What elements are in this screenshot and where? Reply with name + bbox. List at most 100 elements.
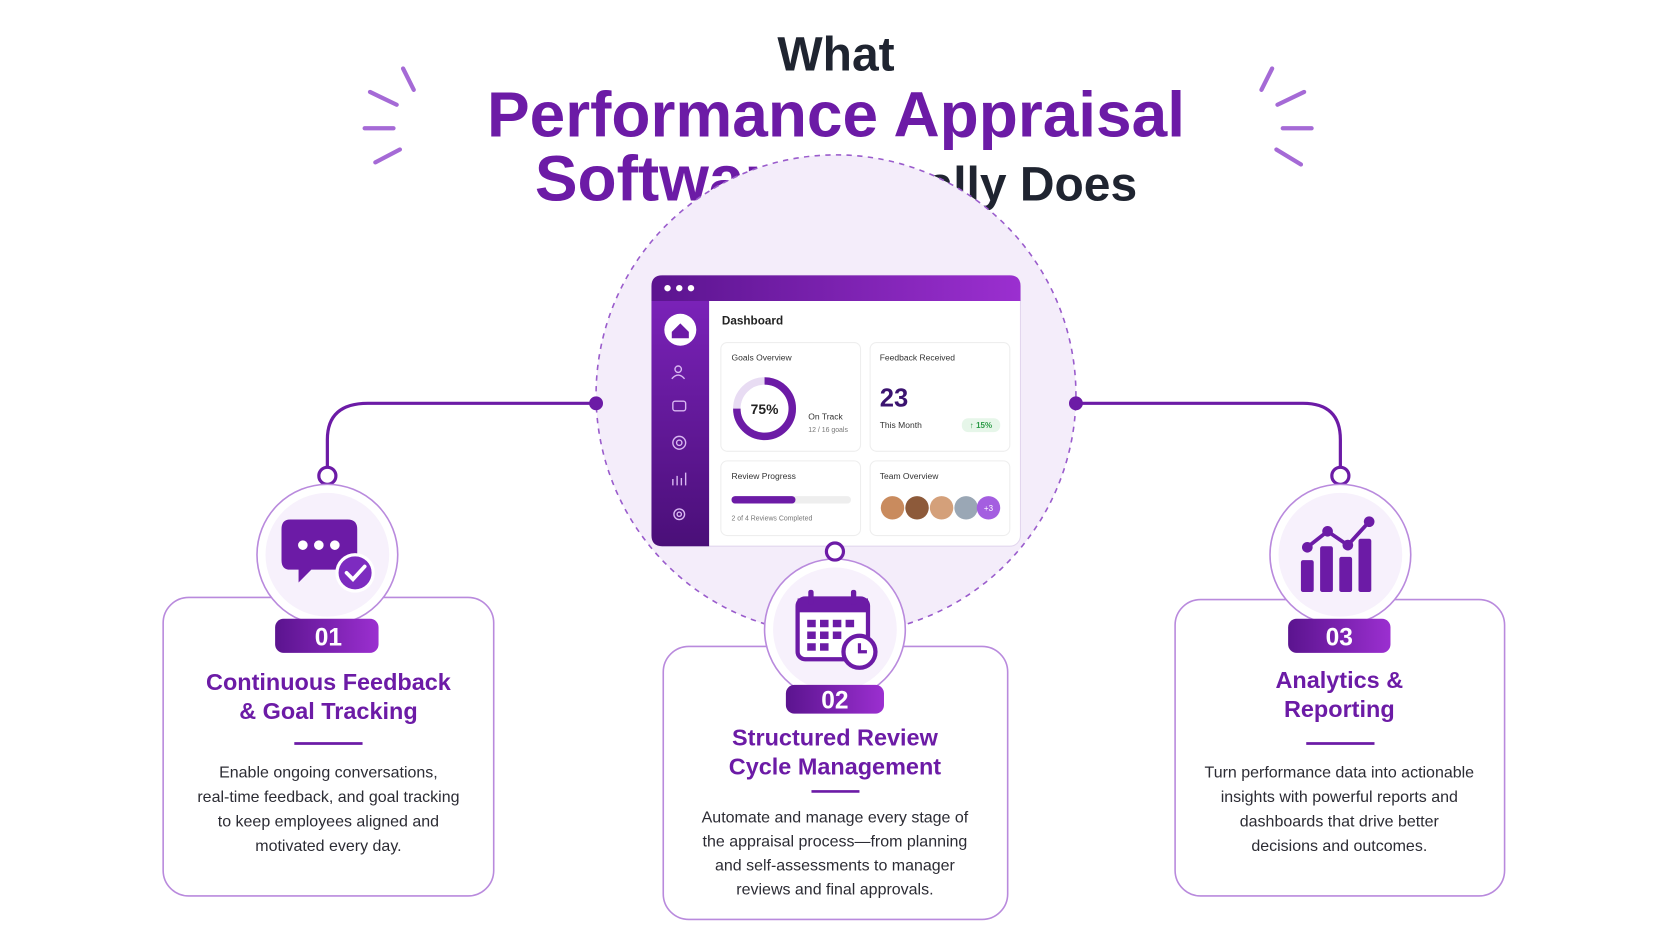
feature-description: reviews and final approvals. bbox=[736, 881, 933, 898]
feature-texts: 01 Continuous Feedback & Goal Tracking Enab… bbox=[197, 624, 1474, 898]
analytics-icon-part bbox=[1320, 546, 1333, 593]
number-badge-part bbox=[1288, 618, 1391, 653]
calendar-icon-part bbox=[820, 643, 829, 651]
analytics-icon-part bbox=[1342, 539, 1354, 551]
review-detail: 2 of 4 Reviews Completed bbox=[732, 516, 813, 523]
analytics-icon-part bbox=[1339, 556, 1353, 593]
dashboard-window-part bbox=[664, 284, 671, 292]
chat-icon-part bbox=[298, 540, 308, 550]
feature-description: real-time feedback, and goal tracking bbox=[197, 789, 459, 806]
icon-circle-part bbox=[1278, 492, 1403, 617]
feature-title: Continuous Feedback bbox=[206, 669, 452, 695]
connector-part bbox=[1075, 401, 1342, 468]
calendar-icon-part bbox=[807, 631, 816, 639]
calendar-icon-part bbox=[807, 619, 816, 628]
calendar-icon-part bbox=[850, 589, 857, 605]
card-title: Team Overview bbox=[880, 471, 940, 481]
calendar-icon-part bbox=[857, 643, 867, 654]
feature-description: Turn performance data into actionable bbox=[1205, 765, 1475, 782]
dashboard-window-part bbox=[954, 496, 978, 520]
connector bbox=[824, 541, 846, 562]
card-title: Feedback Received bbox=[880, 353, 956, 363]
feature-title: Reporting bbox=[1284, 696, 1395, 722]
analytics-icon-part bbox=[1300, 560, 1314, 593]
analytics-icon-part bbox=[1301, 541, 1313, 553]
feedback-change: ↑ 15% bbox=[970, 421, 992, 430]
dashboard-window-part bbox=[905, 496, 929, 520]
feature-card bbox=[162, 596, 1506, 921]
dashboard-window-part bbox=[731, 496, 796, 504]
feature-title: Analytics & bbox=[1275, 667, 1403, 693]
chat-icon-part bbox=[314, 540, 324, 550]
dashboard-window-part bbox=[651, 300, 710, 547]
number-badge-part bbox=[275, 618, 379, 653]
calendar-icon-part bbox=[807, 619, 855, 651]
calendar-icon-part bbox=[845, 619, 855, 628]
dashboard-window-part bbox=[673, 508, 686, 521]
title-rays-part bbox=[367, 89, 399, 107]
feature-number: 02 bbox=[821, 687, 848, 714]
dashboard-window-part bbox=[671, 374, 686, 380]
dashboard-window-part bbox=[929, 496, 954, 520]
connector-part bbox=[317, 465, 338, 486]
calendar-icon-part bbox=[808, 589, 814, 605]
feature-title: Structured Review bbox=[732, 725, 939, 751]
feature-description: Enable ongoing conversations, bbox=[219, 765, 438, 782]
dashboard-window-part bbox=[676, 284, 683, 292]
dashboard-window-part bbox=[672, 400, 687, 412]
feature-description: and self-assessments to manager bbox=[715, 857, 956, 874]
dashboard-window-part bbox=[675, 439, 683, 447]
calendar-icon-part bbox=[797, 598, 868, 613]
goal-detail: 12 / 16 goals bbox=[808, 427, 848, 434]
goal-status: On Track bbox=[808, 411, 843, 421]
feature-title: Cycle Management bbox=[729, 753, 942, 779]
number-badge bbox=[275, 618, 1391, 714]
dashboard-window-part bbox=[687, 284, 695, 292]
title-rays-part bbox=[1259, 66, 1275, 92]
calendar-icon-part bbox=[832, 631, 842, 639]
feedback-count: 23 bbox=[880, 385, 908, 413]
analytics-icon bbox=[1300, 516, 1375, 593]
feature-description: insights with powerful reports and bbox=[1221, 789, 1458, 806]
analytics-icon-part bbox=[1358, 538, 1372, 593]
card-title: Goals Overview bbox=[732, 353, 793, 363]
dashboard-window-part bbox=[976, 496, 1001, 520]
calendar-icon bbox=[795, 589, 878, 670]
title-rays-part bbox=[1275, 89, 1307, 107]
dashboard-window-part bbox=[651, 275, 1021, 301]
connector-part bbox=[824, 541, 846, 562]
feedback-period: This Month bbox=[880, 420, 922, 430]
connector-part bbox=[589, 396, 604, 411]
dashboard-window-part bbox=[961, 418, 1001, 433]
title-rays-part bbox=[1274, 147, 1304, 167]
feature-description: Automate and manage every stage of bbox=[702, 809, 969, 826]
dashboard-window-part bbox=[880, 496, 905, 520]
dashboard-window-part bbox=[672, 472, 687, 486]
chat-icon-part bbox=[344, 564, 367, 582]
feature-title: & Goal Tracking bbox=[239, 698, 417, 724]
feature-description: motivated every day. bbox=[255, 838, 401, 855]
feature-description: decisions and outcomes. bbox=[1251, 838, 1427, 855]
feature-description: dashboards that drive better bbox=[1240, 814, 1440, 831]
chat-icon-part bbox=[335, 553, 375, 593]
dashboard-window-part bbox=[674, 365, 683, 374]
dashboard-window-part bbox=[672, 435, 687, 450]
number-badge-part bbox=[785, 684, 884, 714]
chat-icon bbox=[281, 519, 375, 593]
connector-part bbox=[325, 401, 597, 468]
analytics-icon-part bbox=[1322, 525, 1333, 537]
title-highlight: Performance Appraisal bbox=[487, 79, 1185, 151]
card-title: Review Progress bbox=[732, 471, 796, 481]
title-rays-part bbox=[400, 66, 416, 92]
feature-number: 03 bbox=[1326, 624, 1353, 651]
feature-description: to keep employees aligned and bbox=[218, 814, 439, 831]
dashboard-window-part bbox=[733, 377, 797, 441]
calendar-icon-part bbox=[807, 643, 816, 651]
feature-description: the appraisal process—from planning bbox=[703, 833, 968, 850]
connector-part bbox=[1068, 396, 1083, 411]
dashboard-window-part bbox=[676, 511, 683, 518]
calendar-icon-part bbox=[832, 619, 842, 628]
calendar-icon-part bbox=[820, 619, 829, 628]
title-rays bbox=[362, 66, 1314, 167]
